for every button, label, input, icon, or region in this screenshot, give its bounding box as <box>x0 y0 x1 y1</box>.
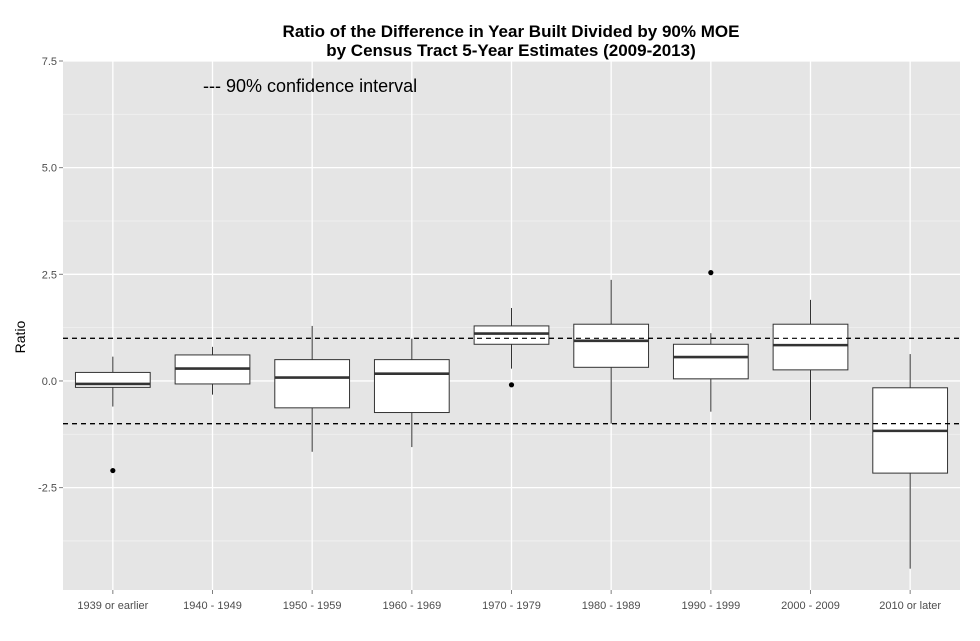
outlier-point <box>708 270 714 276</box>
box-iqr <box>274 359 351 409</box>
box-1939-or-earlier <box>74 356 151 474</box>
x-tick-label: 2000 - 2009 <box>781 600 840 612</box>
box-iqr <box>772 323 849 371</box>
box-2010-or-later <box>872 354 949 569</box>
box-1970-1979 <box>473 308 550 388</box>
box-1950-1959 <box>274 325 351 452</box>
y-tick-label: -2.5 <box>38 483 57 495</box>
y-axis-ticks: 7.5 5.0 2.5 0.0 -2.5 <box>38 56 63 495</box>
y-tick-label: 7.5 <box>42 56 57 68</box>
x-tick-label: 1950 - 1959 <box>283 600 342 612</box>
confidence-interval-annotation: --- 90% confidence interval <box>203 76 417 96</box>
box-1940-1949 <box>174 346 251 395</box>
box-1980-1989 <box>573 279 650 424</box>
y-tick-label: 5.0 <box>42 163 57 175</box>
boxes <box>63 270 960 569</box>
x-axis-ticks: 1939 or earlier 1940 - 1949 1950 - 1959 196… <box>77 590 941 612</box>
box-2000-2009 <box>772 299 849 421</box>
x-tick-label: 1940 - 1949 <box>183 600 242 612</box>
outlier-point <box>508 382 515 388</box>
y-tick-label: 0.0 <box>42 376 57 388</box>
box-1960-1969 <box>373 338 450 448</box>
outlier-point <box>110 467 116 474</box>
x-tick-label: 1970 - 1979 <box>482 600 541 612</box>
box-iqr <box>473 325 550 345</box>
y-tick-label: 2.5 <box>42 269 57 281</box>
chart-subtitle: by Census Tract 5-Year Estimates (2009-2… <box>326 41 695 60</box>
x-tick-label: 2010 or later <box>879 600 941 612</box>
y-axis-label: Ratio <box>12 320 28 353</box>
x-tick-label: 1960 - 1969 <box>382 600 441 612</box>
box-iqr <box>672 343 749 380</box>
box-1990-1999 <box>672 270 749 412</box>
x-tick-label: 1980 - 1989 <box>582 600 641 612</box>
chart-title: Ratio of the Difference in Year Built Di… <box>283 22 740 41</box>
x-tick-label: 1939 or earlier <box>77 600 148 612</box>
x-tick-label: 1990 - 1999 <box>681 600 740 612</box>
box-iqr <box>573 323 650 368</box>
box-iqr <box>373 359 450 414</box>
